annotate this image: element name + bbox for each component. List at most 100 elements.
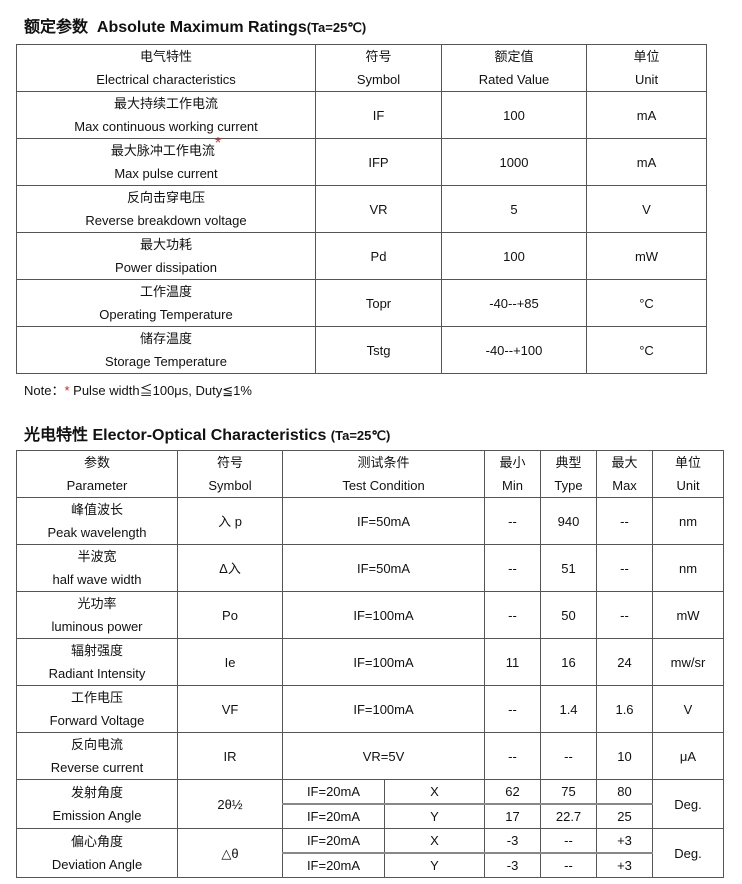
header-cell: 最小 Min [484,450,542,498]
cn-label: 最大 [611,455,638,470]
en-label: Unit [676,478,700,493]
title-cn: 光电特性 [24,427,89,444]
en-label: Electrical characteristics [96,72,236,87]
max-cell: 1.6 [596,685,654,733]
eo-table: 参数 Parameter 符号 Symbol 测试条件 Test Condition 最小 M… [16,450,725,878]
axis-cell: Y [383,852,486,878]
unit-cell: mA [586,138,707,186]
header-cell: 电气特性 Electrical characteristics [16,44,316,92]
en-label: Operating Temperature [99,307,233,322]
en-label: Forward Voltage [49,713,145,728]
cn-label: 最大持续工作电流 [113,96,218,111]
table-row: 最大持续工作电流 Max continuous working current IF… [16,91,707,139]
typ-cell: -- [540,828,598,854]
table-subrow: 发射角度 Emission Angle 2θ½ IF=20mA X 62 75 80 Deg. [16,779,725,829]
min-cell: 62 [484,779,542,805]
header-cell: 额定值 Rated Value [441,44,587,92]
value-cell: 100 [441,232,587,280]
symbol-cell: △θ [177,828,283,878]
param-cell: 半波宽 half wave width [16,544,178,592]
header-cell: 单位 Unit [586,44,707,92]
condition-cell: IF=20mA [282,803,385,829]
en-label: Symbol [208,478,252,493]
title-en: Absolute Maximum Ratings [96,19,307,36]
symbol-cell: Topr [315,279,442,327]
symbol-cell: VF [177,685,283,733]
min-cell: 17 [484,803,542,829]
cn-label: 测试条件 [357,455,410,470]
condition-cell: IF=20mA [282,779,385,805]
en-label: Rated Value [478,72,550,87]
abs-ratings-table: 电气特性 Electrical characteristics 符号 Symbol 额定… [16,44,707,374]
unit-cell: μA [652,732,725,780]
title-condition: (Ta=25℃) [306,20,367,35]
unit-cell: Deg. [652,779,725,829]
en-label: Reverse breakdown voltage [85,213,247,228]
max-cell: 24 [596,638,654,686]
en-label: Min [502,478,523,493]
max-cell: +3 [596,828,654,854]
en-label: Max [612,478,637,493]
unit-cell: mW [652,591,725,639]
table-row: 半波宽 half wave width Δ入 IF=50mA -- 51 -- nm [16,544,725,592]
condition-cell: IF=20mA [282,828,385,854]
en-label: Reverse current [50,760,144,775]
table-row: 最大功耗 Power dissipation Pd 100 mW [16,232,707,280]
typ-cell: 1.4 [540,685,598,733]
symbol-cell: Ie [177,638,283,686]
note-text: Pulse width≦100μs, Duty≦1% [69,383,252,398]
cn-label: 工作电压 [70,690,123,705]
cn-label: 半波宽 [77,549,117,564]
table-row: 光功率 luminous power Po IF=100mA -- 50 -- mW [16,591,725,639]
param-cell: 最大功耗 Power dissipation [16,232,316,280]
axis-cell: X [383,828,486,854]
header-cell: 符号 Symbol [315,44,442,92]
param-cell: 反向电流 Reverse current [16,732,178,780]
unit-cell: nm [652,544,725,592]
header-row: 参数 Parameter 符号 Symbol 测试条件 Test Condition 最小 M… [16,450,725,498]
symbol-cell: Po [177,591,283,639]
header-row: 电气特性 Electrical characteristics 符号 Symbol 额定… [16,44,707,92]
en-label: Power dissipation [115,260,217,275]
param-cell: 工作温度 Operating Temperature [16,279,316,327]
min-cell: -- [484,685,542,733]
cn-label: 参数 [83,455,110,470]
en-label: Deviation Angle [51,857,143,872]
unit-cell: Deg. [652,828,725,878]
condition-cell: IF=100mA [281,685,486,733]
axis-cell: X [383,779,486,805]
cn-label: 额定值 [494,49,534,64]
max-cell: 25 [596,803,654,829]
typ-cell: 940 [540,497,598,545]
value-cell: -40--+85 [441,279,587,327]
typ-cell: 51 [540,544,598,592]
table-row: 最大脉冲工作电流* Max pulse current IFP 1000 mA [16,136,707,186]
condition-cell: VR=5V [281,732,486,780]
en-label: Unit [634,72,659,87]
en-label: Type [554,478,583,493]
en-label: Emission Angle [52,808,142,823]
en-label: Max continuous working current [74,119,258,134]
symbol-cell: 2θ½ [177,779,283,829]
max-cell: +3 [596,852,654,878]
table-row: 峰值波长 Peak wavelength 入 p IF=50mA -- 940 -- nm [16,497,725,545]
cn-label: 最小 [499,455,526,470]
en-label: Radiant Intensity [48,666,146,681]
cn-label: 反向击穿电压 [126,190,205,205]
max-cell: 80 [596,779,654,805]
note: Note：* Pulse width≦100μs, Duty≦1% [24,380,252,399]
param-cell: 峰值波长 Peak wavelength [16,497,178,545]
value-cell: 1000 [441,138,587,186]
param-cell: 辐射强度 Radiant Intensity [16,638,178,686]
cn-label: 工作温度 [139,284,192,299]
symbol-cell: VR [315,185,442,233]
en-label: Symbol [356,72,401,87]
cn-label: 典型 [555,455,582,470]
title-cn: 额定参数 [24,19,89,36]
condition-cell: IF=50mA [281,544,486,592]
min-cell: -- [484,732,542,780]
param-cell: 反向击穿电压 Reverse breakdown voltage [16,185,316,233]
min-cell: -- [484,497,542,545]
cn-label: 峰值波长 [70,502,123,517]
param-cell: 工作电压 Forward Voltage [16,685,178,733]
